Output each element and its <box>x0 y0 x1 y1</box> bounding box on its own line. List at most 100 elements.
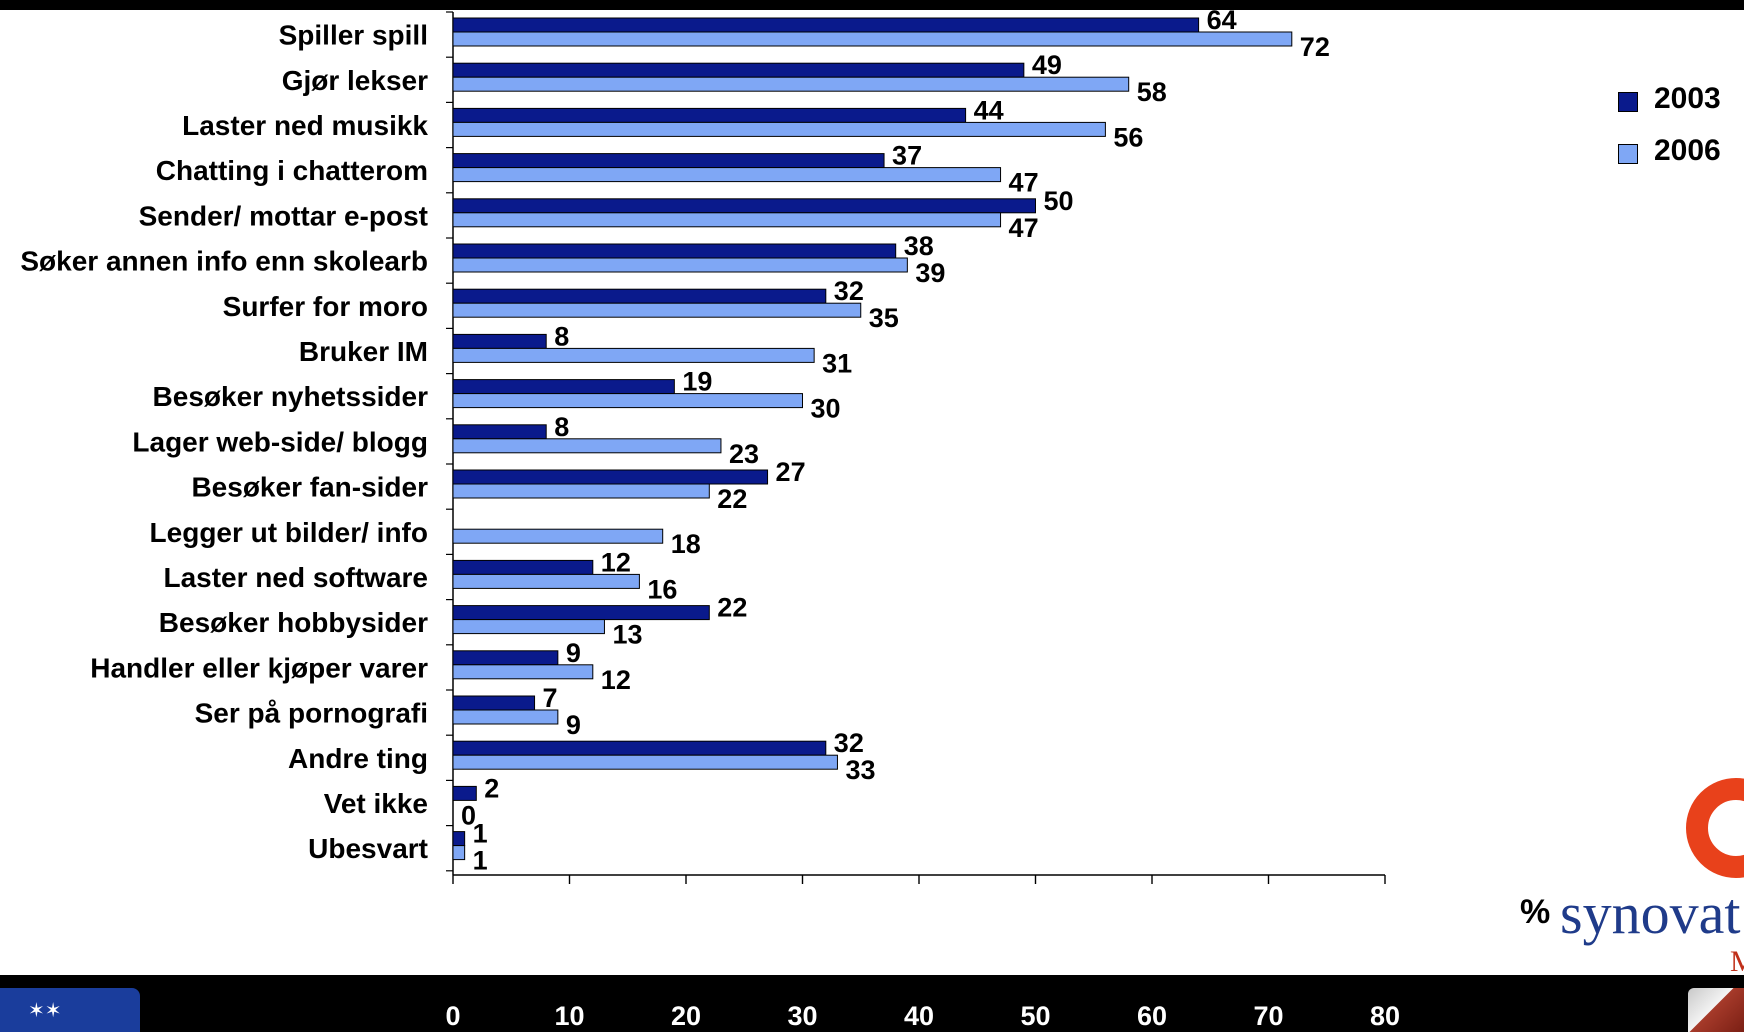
bar-2006 <box>452 619 605 635</box>
brand-logo: synovat M <box>1560 770 1744 975</box>
bar-2003 <box>452 333 547 349</box>
bar-2006 <box>452 257 908 273</box>
bars-layer <box>446 11 1386 884</box>
bar-2003 <box>452 559 594 575</box>
chart-legend: 2003 2006 <box>1618 80 1744 184</box>
bar-2006 <box>452 664 594 680</box>
value-label-2006: 31 <box>822 348 852 378</box>
category-label: Sender/ mottar e-post <box>139 200 428 231</box>
value-label-2003: 2 <box>484 773 499 803</box>
category-label: Ser på pornografi <box>195 698 428 729</box>
bar-2003 <box>452 243 897 259</box>
value-label-2003: 1 <box>473 819 488 849</box>
legend-label-2006: 2006 <box>1654 134 1721 167</box>
legend-swatch-2006 <box>1618 144 1638 164</box>
value-label-2003: 12 <box>601 547 631 577</box>
value-label-2003: 7 <box>543 683 558 713</box>
category-label: Laster ned software <box>163 562 428 593</box>
brand-logo-text: synovat <box>1560 881 1741 946</box>
category-label: Vet ikke <box>324 788 428 819</box>
value-label-2003: 22 <box>717 593 747 623</box>
value-label-2006: 56 <box>1113 122 1143 152</box>
bar-2006 <box>452 438 722 454</box>
top-rule <box>0 0 1744 10</box>
value-label-2003: 27 <box>776 457 806 487</box>
value-label-2003: 19 <box>682 367 712 397</box>
legend-label-2003: 2003 <box>1654 82 1721 115</box>
value-label-2006: 22 <box>717 484 747 514</box>
category-label: Surfer for moro <box>223 291 428 322</box>
category-label: Laster ned musikk <box>182 110 428 141</box>
stars-icon: ✶✶ <box>28 998 62 1022</box>
value-label-2006: 47 <box>1009 168 1039 198</box>
category-label: Besøker fan-sider <box>191 472 428 503</box>
value-label-2003: 9 <box>566 638 581 668</box>
bar-2003 <box>452 379 675 395</box>
value-label-2006: 12 <box>601 665 631 695</box>
left-corner-logo: ✶✶ <box>0 988 140 1032</box>
bar-2006 <box>452 76 1130 92</box>
value-label-2006: 9 <box>566 710 581 740</box>
value-label-2003: 64 <box>1207 5 1237 35</box>
bar-2006 <box>452 347 815 363</box>
bar-2006 <box>452 483 710 499</box>
value-label-2003: 32 <box>834 728 864 758</box>
bar-2003 <box>452 469 769 485</box>
value-label-2006: 33 <box>845 755 875 785</box>
category-label: Bruker IM <box>299 336 428 367</box>
bar-2003 <box>452 785 477 801</box>
bar-2006 <box>452 121 1106 137</box>
category-label: Søker annen info enn skolearb <box>20 246 428 277</box>
bar-2006 <box>452 302 862 318</box>
bar-2003 <box>452 424 547 440</box>
value-label-2006: 0 <box>461 800 476 830</box>
value-label-2006: 35 <box>869 303 899 333</box>
bar-2006 <box>452 31 1293 47</box>
category-label: Andre ting <box>288 743 428 774</box>
value-label-2006: 72 <box>1300 32 1330 62</box>
value-label-2006: 1 <box>473 846 488 876</box>
bar-2006 <box>452 709 559 725</box>
value-label-2003: 8 <box>554 321 569 351</box>
value-label-2003: 37 <box>892 141 922 171</box>
right-corner-logo <box>1688 988 1744 1032</box>
value-label-2006: 18 <box>671 529 701 559</box>
bar-2003 <box>452 107 967 123</box>
bar-2006 <box>452 528 664 544</box>
bar-2003 <box>452 153 885 169</box>
value-label-2003: 49 <box>1032 50 1062 80</box>
value-label-2003: 32 <box>834 276 864 306</box>
category-label: Handler eller kjøper varer <box>90 652 428 683</box>
bar-2006 <box>452 167 1002 183</box>
value-label-2006: 47 <box>1009 213 1039 243</box>
legend-item-2003: 2003 <box>1618 80 1744 132</box>
bar-2003 <box>452 288 827 304</box>
bar-2003 <box>452 198 1036 214</box>
bar-2003 <box>452 831 466 847</box>
bar-2006 <box>452 212 1002 228</box>
category-label: Legger ut bilder/ info <box>150 517 428 548</box>
value-label-2006: 16 <box>647 574 677 604</box>
category-label: Ubesvart <box>308 833 428 864</box>
value-label-2006: 30 <box>811 394 841 424</box>
value-label-2006: 13 <box>612 620 642 650</box>
value-label-2003: 44 <box>974 95 1004 125</box>
bar-2006 <box>452 754 838 770</box>
value-label-2006: 39 <box>915 258 945 288</box>
bar-2006 <box>452 845 466 861</box>
value-label-2003: 50 <box>1044 186 1074 216</box>
bar-2003 <box>452 695 536 711</box>
value-label-2003: 8 <box>554 412 569 442</box>
value-label-2006: 23 <box>729 439 759 469</box>
legend-swatch-2003 <box>1618 92 1638 112</box>
brand-logo-ring-icon <box>1686 778 1744 878</box>
category-label: Chatting i chatterom <box>156 155 428 186</box>
unit-symbol: % <box>1520 893 1551 931</box>
bar-2006 <box>452 573 640 589</box>
bar-2003 <box>452 740 827 756</box>
value-label-2006: 58 <box>1137 77 1167 107</box>
legend-item-2006: 2006 <box>1618 132 1744 184</box>
